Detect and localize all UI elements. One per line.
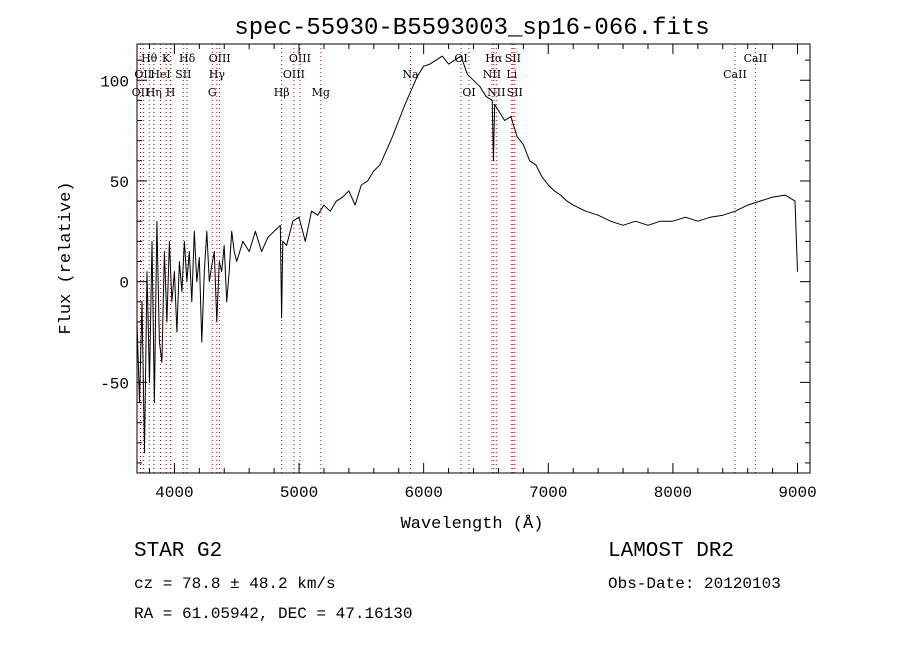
- line-label: OI: [462, 86, 475, 99]
- x-axis-label: Wavelength (Å): [401, 515, 544, 534]
- line-label: Hα: [485, 52, 503, 65]
- line-label: Hβ: [274, 86, 290, 99]
- plot-area: OII OII Hθ Hη HeI K H SII Hδ G Hγ OIII Hβ OIII OIII Mg N…: [132, 44, 798, 473]
- y-tick-label: 50: [110, 174, 129, 192]
- line-label: NII: [483, 68, 501, 81]
- line-label: Na: [402, 68, 419, 81]
- line-label: OIII: [283, 68, 305, 81]
- line-label: K: [162, 52, 171, 65]
- line-label: Mg: [312, 86, 330, 99]
- line-label: CaII: [744, 52, 768, 65]
- x-tick-label: 9000: [778, 484, 816, 502]
- line-label: OII: [132, 86, 150, 99]
- x-tick-label: 5000: [280, 484, 318, 502]
- line-label: SII: [505, 52, 521, 65]
- line-label: OII: [134, 68, 152, 81]
- line-label: H: [166, 86, 176, 99]
- line-label: NII: [487, 86, 505, 99]
- line-label: OI: [454, 52, 467, 65]
- y-tick-label: 0: [119, 275, 129, 293]
- x-axis: 4000 5000 6000 7000 8000 9000: [148, 44, 817, 502]
- spectrum-line: [136, 55, 798, 454]
- x-tick-label: 6000: [404, 484, 442, 502]
- y-tick-label: -50: [100, 375, 129, 393]
- line-label: Hη: [146, 86, 162, 99]
- line-label: Hγ: [209, 68, 226, 81]
- line-label: Li: [506, 68, 517, 81]
- y-axis: -50 0 50 100: [100, 59, 810, 464]
- chart-title: spec-55930-B5593003_sp16-066.fits: [234, 15, 709, 42]
- object-class: STAR G2: [134, 540, 223, 563]
- line-label: OIII: [289, 52, 311, 65]
- x-tick-label: 7000: [529, 484, 567, 502]
- line-label: CaII: [723, 68, 747, 81]
- x-tick-label: 8000: [654, 484, 692, 502]
- line-label: OIII: [209, 52, 231, 65]
- redshift-info: cz = 78.8 ± 48.2 km/s: [134, 575, 336, 593]
- y-tick-label: 100: [100, 73, 129, 91]
- y-axis-label: Flux (relative): [57, 181, 76, 334]
- x-tick-label: 4000: [155, 484, 193, 502]
- line-label: Hθ: [141, 52, 158, 65]
- survey-name: LAMOST DR2: [608, 540, 735, 563]
- line-label: G: [208, 86, 217, 99]
- line-label: HeI: [150, 68, 170, 81]
- obs-date: Obs-Date: 20120103: [608, 575, 781, 593]
- line-label: SII: [175, 68, 191, 81]
- ra-dec: RA = 61.05942, DEC = 47.16130: [134, 605, 413, 623]
- line-label: Hδ: [179, 52, 196, 65]
- line-label: SII: [507, 86, 523, 99]
